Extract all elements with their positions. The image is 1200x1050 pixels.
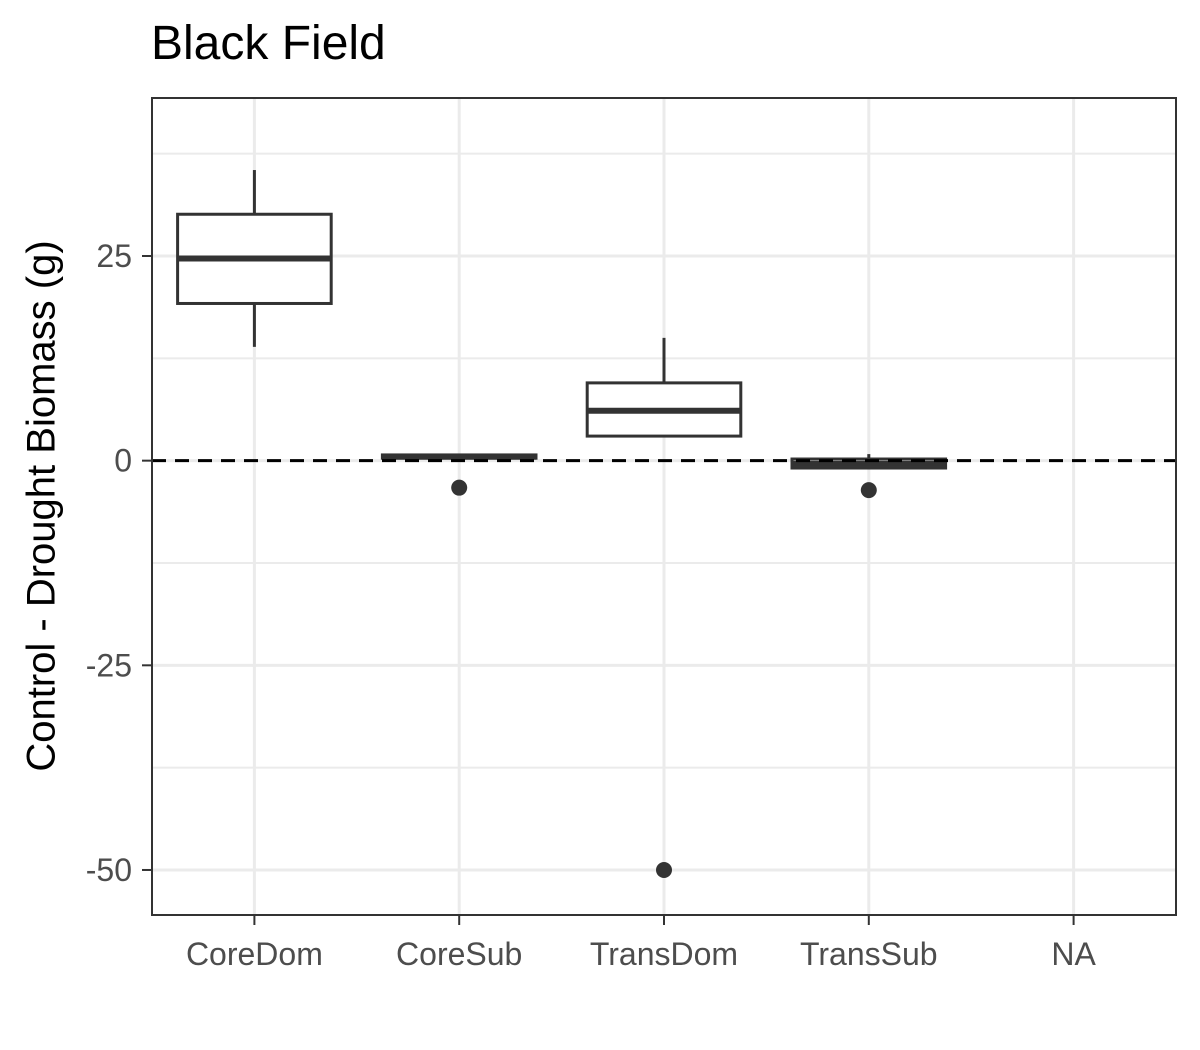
y-tick-label: 0 — [114, 443, 132, 479]
outlier-point — [656, 861, 672, 878]
box-coredom — [176, 170, 333, 347]
boxes — [176, 170, 948, 878]
outlier-point — [451, 479, 468, 496]
x-tick-label: CoreDom — [186, 936, 323, 972]
x-tick-label: NA — [1051, 936, 1096, 972]
y-axis: 25 0 -25 -50 — [86, 238, 152, 888]
x-tick-label: CoreSub — [396, 936, 522, 972]
box-transdom — [585, 337, 743, 878]
x-tick-label: TransDom — [590, 936, 738, 972]
y-tick-label: 25 — [96, 238, 132, 274]
x-tick-label: TransSub — [800, 936, 938, 972]
y-tick-label: -50 — [86, 852, 132, 888]
chart-title: Black Field — [151, 17, 386, 70]
x-axis: CoreDom CoreSub TransDom TransSub NA — [186, 915, 1096, 972]
box-transsub — [790, 454, 948, 499]
box-coresub — [380, 453, 538, 496]
outlier-point — [860, 482, 877, 499]
y-tick-label: -25 — [86, 647, 132, 683]
